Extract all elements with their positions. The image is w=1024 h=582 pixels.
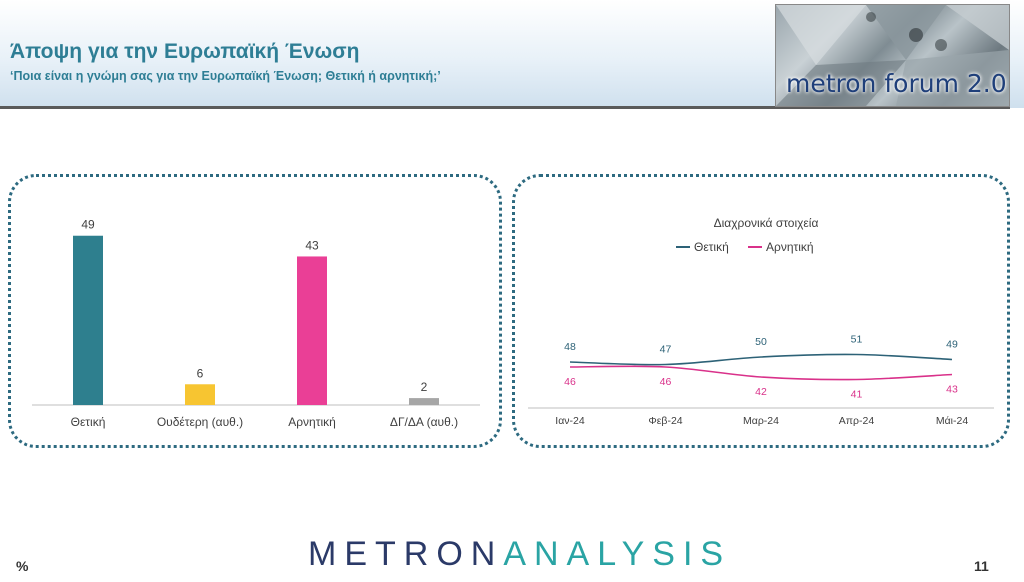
series-1-data-label-1: 46 [660,376,672,388]
bar-category-label-2: Αρνητική [288,415,336,429]
bar-category-label-0: Θετική [71,415,106,429]
x-tick-label-0: Ιαν-24 [555,415,585,427]
header-divider [0,106,1010,109]
series-1-data-label-3: 41 [851,389,863,401]
bar-category-label-1: Ουδέτερη (αυθ.) [157,415,243,429]
brand-part-metron: METRON [308,535,504,573]
series-0-data-label-2: 50 [755,336,767,348]
metron-analysis-brand: METRONANALYSIS [308,535,731,574]
trend-chart-panel [512,174,1010,448]
series-line-1 [569,365,953,381]
logo-background-pattern [776,5,1009,106]
logo-text: metron forum 2.0 [786,69,1007,98]
series-0-data-label-0: 48 [564,341,576,353]
legend-label-0: Θετική [694,240,729,254]
series-line-0 [569,353,953,366]
line-chart: Διαχρονικά στοιχεία Θετική Αρνητική 48 47 50 5… [528,216,994,427]
x-tick-label-4: Μάι-24 [936,415,968,427]
bar-chart: 49 Θετική 6 Ουδέτερη (αυθ.) 43 Αρνητική 2 ΔΓ/ΔΑ… [32,218,480,429]
x-tick-label-2: Μαρ-24 [743,415,779,427]
x-tick-label-3: Απρ-24 [839,415,875,427]
bar-value-label-0: 49 [81,218,95,232]
series-0-data-label-4: 49 [946,339,958,351]
bar-2 [297,256,327,405]
bar-0 [73,235,103,405]
metron-forum-logo: metron forum 2.0 [775,4,1010,107]
series-0-data-label-1: 47 [660,344,672,356]
bar-value-label-3: 2 [421,380,428,394]
brand-part-analysis: ANALYSIS [503,535,732,573]
bar-1 [185,384,215,405]
x-tick-label-1: Φεβ-24 [648,415,682,427]
bar-value-label-2: 43 [305,238,319,252]
series-1-data-label-2: 42 [755,386,767,398]
bar-category-label-3: ΔΓ/ΔΑ (αυθ.) [390,415,458,429]
series-1-data-label-0: 46 [564,376,576,388]
legend-label-1: Αρνητική [766,240,814,254]
bar-chart-panel [8,174,502,448]
percent-unit-label: % [16,558,29,574]
page-subtitle: ‘Ποια είναι η γνώμη σας για την Ευρωπαϊκ… [10,69,441,83]
page-number: 11 [974,558,989,574]
line-chart-title: Διαχρονικά στοιχεία [714,216,819,230]
bar-3 [409,398,439,405]
page-title: Άποψη για την Ευρωπαϊκή Ένωση [10,40,360,63]
series-1-data-label-4: 43 [946,384,958,396]
bar-value-label-1: 6 [197,366,204,380]
series-0-data-label-3: 51 [851,334,863,346]
